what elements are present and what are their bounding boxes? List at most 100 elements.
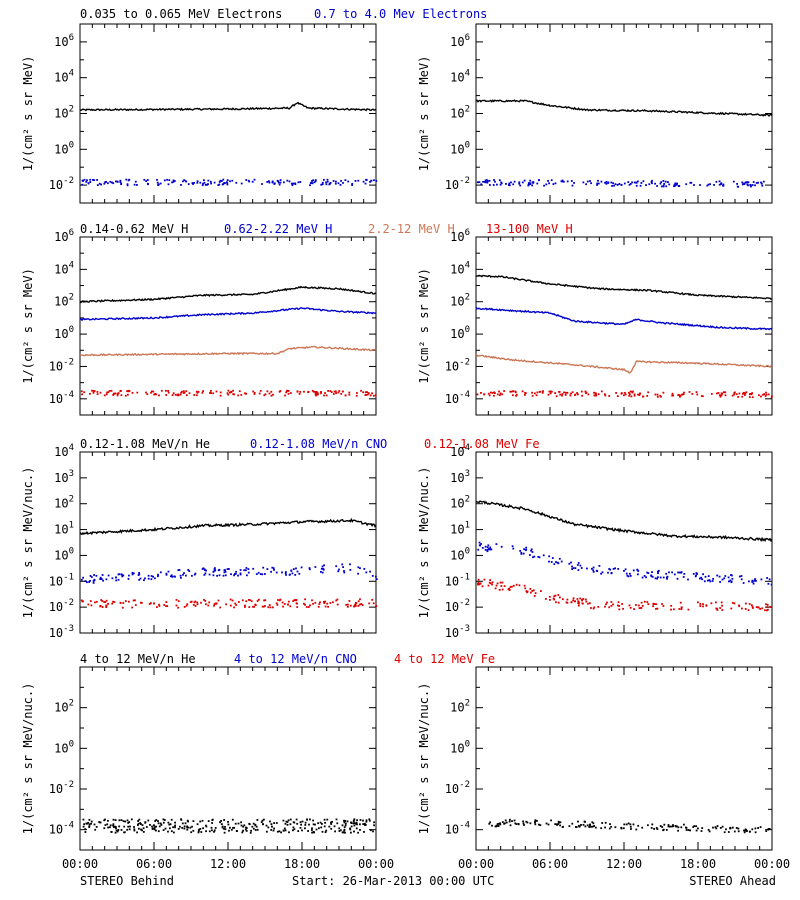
data-point <box>623 182 626 185</box>
data-point <box>314 179 317 181</box>
series-trace <box>475 500 773 543</box>
data-point <box>336 822 339 825</box>
data-point <box>695 825 697 828</box>
panel-frame <box>79 451 377 634</box>
data-point <box>183 572 185 574</box>
data-point <box>370 179 373 182</box>
data-point <box>763 393 766 395</box>
data-point <box>139 577 142 580</box>
data-point <box>696 393 699 396</box>
y-tick-label: 101 <box>450 521 470 537</box>
data-point <box>653 603 656 605</box>
data-point <box>707 183 710 186</box>
data-point <box>692 826 695 828</box>
data-point <box>314 601 317 604</box>
y-tick-label: 106 <box>450 33 470 49</box>
data-point <box>191 825 193 828</box>
data-point <box>298 393 301 395</box>
data-point <box>659 825 662 827</box>
data-point <box>122 574 125 577</box>
data-point <box>170 818 173 821</box>
data-point <box>572 599 574 602</box>
data-point <box>584 390 587 393</box>
data-point <box>751 392 753 394</box>
data-point <box>224 828 227 831</box>
x-tick-label: 12:00 <box>606 857 642 871</box>
data-point <box>314 566 317 568</box>
data-point <box>311 389 314 392</box>
data-point <box>323 602 326 604</box>
data-point <box>525 546 528 549</box>
data-point <box>213 830 215 833</box>
data-point <box>752 607 754 609</box>
data-point <box>371 598 374 601</box>
data-point <box>547 823 550 826</box>
data-point <box>572 567 575 569</box>
data-point <box>117 573 120 576</box>
data-point <box>244 828 247 831</box>
data-point <box>292 821 295 824</box>
data-point <box>234 822 237 825</box>
data-point <box>711 580 714 582</box>
x-tick-label: 12:00 <box>210 857 246 871</box>
row-title-segment: 4 to 12 MeV Fe <box>394 652 495 666</box>
data-point <box>765 603 767 606</box>
data-point <box>245 830 248 832</box>
data-point <box>515 583 518 586</box>
data-point <box>229 391 231 394</box>
data-point <box>112 818 115 821</box>
data-point <box>641 826 644 829</box>
data-point <box>189 601 192 603</box>
data-point <box>299 821 302 824</box>
data-point <box>532 556 534 559</box>
data-point <box>132 572 135 575</box>
data-point <box>121 606 124 609</box>
data-point <box>338 390 341 392</box>
data-point <box>264 393 267 396</box>
data-point <box>114 825 116 828</box>
data-point <box>706 579 709 582</box>
data-point <box>355 827 358 830</box>
data-point <box>341 563 344 566</box>
data-point <box>671 394 674 397</box>
y-tick-label: 10-2 <box>49 780 74 796</box>
data-point <box>489 821 491 824</box>
y-tick-label: 106 <box>54 33 74 49</box>
data-point <box>589 602 591 605</box>
data-point <box>80 390 83 393</box>
data-point <box>171 181 173 184</box>
y-tick-label: 100 <box>450 546 470 562</box>
data-point <box>653 828 655 830</box>
data-point <box>177 569 180 572</box>
data-point <box>105 181 107 183</box>
data-point <box>529 179 532 182</box>
data-point <box>590 825 592 828</box>
data-point <box>534 392 536 395</box>
data-point <box>98 182 101 185</box>
data-point <box>647 572 650 574</box>
data-point <box>208 830 211 833</box>
data-point <box>153 828 156 831</box>
data-point <box>723 831 726 834</box>
data-point <box>496 582 499 585</box>
data-point <box>760 181 762 184</box>
data-point <box>283 181 285 184</box>
data-point <box>237 601 240 603</box>
data-point <box>545 183 548 186</box>
data-point <box>323 564 325 567</box>
data-point <box>89 600 92 602</box>
data-point <box>721 578 724 581</box>
data-point <box>750 604 753 607</box>
data-point <box>294 574 297 576</box>
data-point <box>712 578 714 580</box>
data-point <box>144 821 147 824</box>
data-point <box>268 181 271 184</box>
data-point <box>586 824 589 827</box>
data-point <box>343 828 346 831</box>
data-point <box>311 599 313 602</box>
data-point <box>297 830 300 832</box>
data-point <box>375 575 377 578</box>
data-point <box>500 585 503 587</box>
data-point <box>114 392 117 395</box>
data-point <box>276 179 279 182</box>
